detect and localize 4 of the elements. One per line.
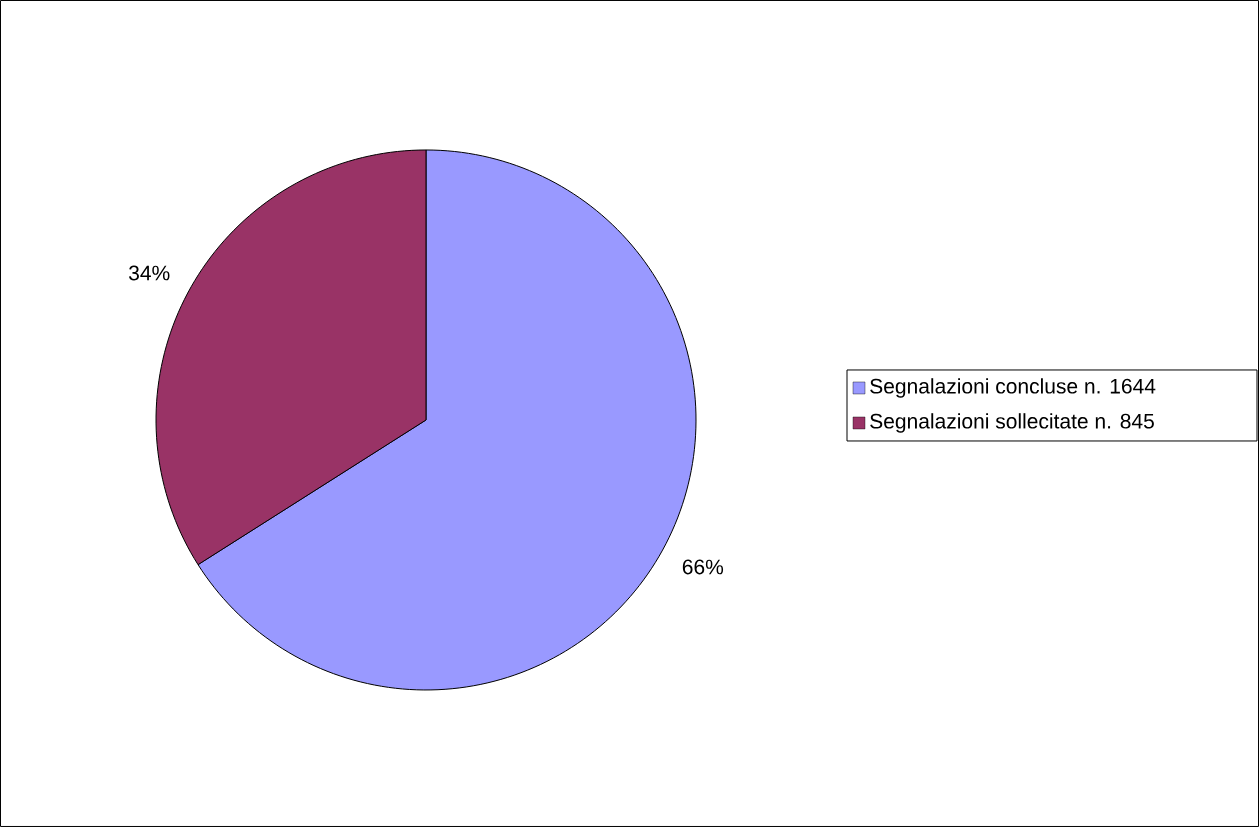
data-label: 34%: [128, 265, 170, 281]
legend-label: Segnalazioni sollecitate n. 845: [870, 413, 1154, 433]
legend-label: Segnalazioni concluse n. 1644: [870, 378, 1156, 398]
data-label: 66%: [682, 559, 724, 575]
